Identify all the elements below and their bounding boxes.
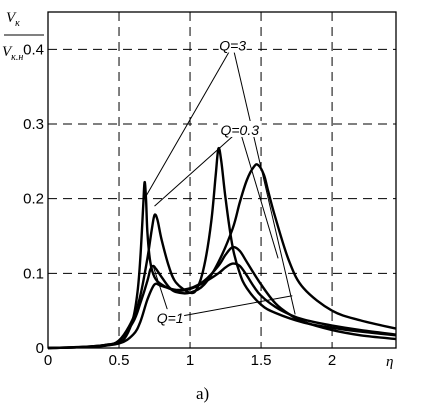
y-tick-label-3: 0.3 <box>23 116 44 133</box>
leader-line-1-0 <box>154 129 241 207</box>
annotation-bg-1 <box>217 120 262 137</box>
x-tick-label-4: 2 <box>328 352 336 369</box>
ylabel-denominator: V <box>2 44 13 60</box>
leader-line-1-1 <box>239 129 279 259</box>
annotation-leaders <box>144 45 296 319</box>
x-tick-label-1: 0.5 <box>109 352 130 369</box>
annotation-bg-2 <box>156 309 185 326</box>
series-curves <box>47 146 397 350</box>
leader-line-0-1 <box>232 45 296 315</box>
y-axis-label: Vк Vк.н <box>2 10 44 63</box>
figure-caption: а) <box>196 384 209 403</box>
y-tick-label-1: 0.1 <box>23 265 44 282</box>
grid <box>48 12 396 348</box>
x-tick-label-3: 1.5 <box>251 352 272 369</box>
ylabel-numerator: V <box>6 10 17 26</box>
y-tick-labels: 0 0.1 0.2 0.3 0.4 <box>23 41 44 357</box>
series-line-3 <box>47 245 397 350</box>
ylabel-numerator-sub: к <box>15 18 20 29</box>
y-tick-label-0: 0 <box>36 340 44 357</box>
x-tick-label-0: 0 <box>44 352 52 369</box>
x-tick-labels: 0 0.5 1 1.5 2 <box>44 352 336 369</box>
plot-frame <box>47 11 397 349</box>
ylabel-denominator-sub: к.н <box>11 52 23 63</box>
annotation-bg-0 <box>218 36 247 53</box>
series-line-1 <box>47 146 397 350</box>
leader-line-2-1 <box>170 295 293 319</box>
series-line-2 <box>47 163 397 350</box>
annotation-label-1: Q=0.3 <box>220 122 259 138</box>
leader-line-0-0 <box>144 45 234 199</box>
y-tick-label-4: 0.4 <box>23 41 44 58</box>
series-line-0 <box>47 180 397 350</box>
annotation-label-0: Q=3 <box>219 38 246 54</box>
svg-text:Vк.н: Vк.н <box>2 44 23 63</box>
svg-text:Vк: Vк <box>6 10 20 29</box>
y-tick-label-2: 0.2 <box>23 191 44 208</box>
axes <box>47 11 397 349</box>
x-tick-label-2: 1 <box>186 352 194 369</box>
annotation-label-2: Q=1 <box>157 310 184 326</box>
annotation-labels: Q=3 Q=0.3 Q=1 <box>156 36 262 326</box>
x-axis-label: η <box>386 354 393 370</box>
